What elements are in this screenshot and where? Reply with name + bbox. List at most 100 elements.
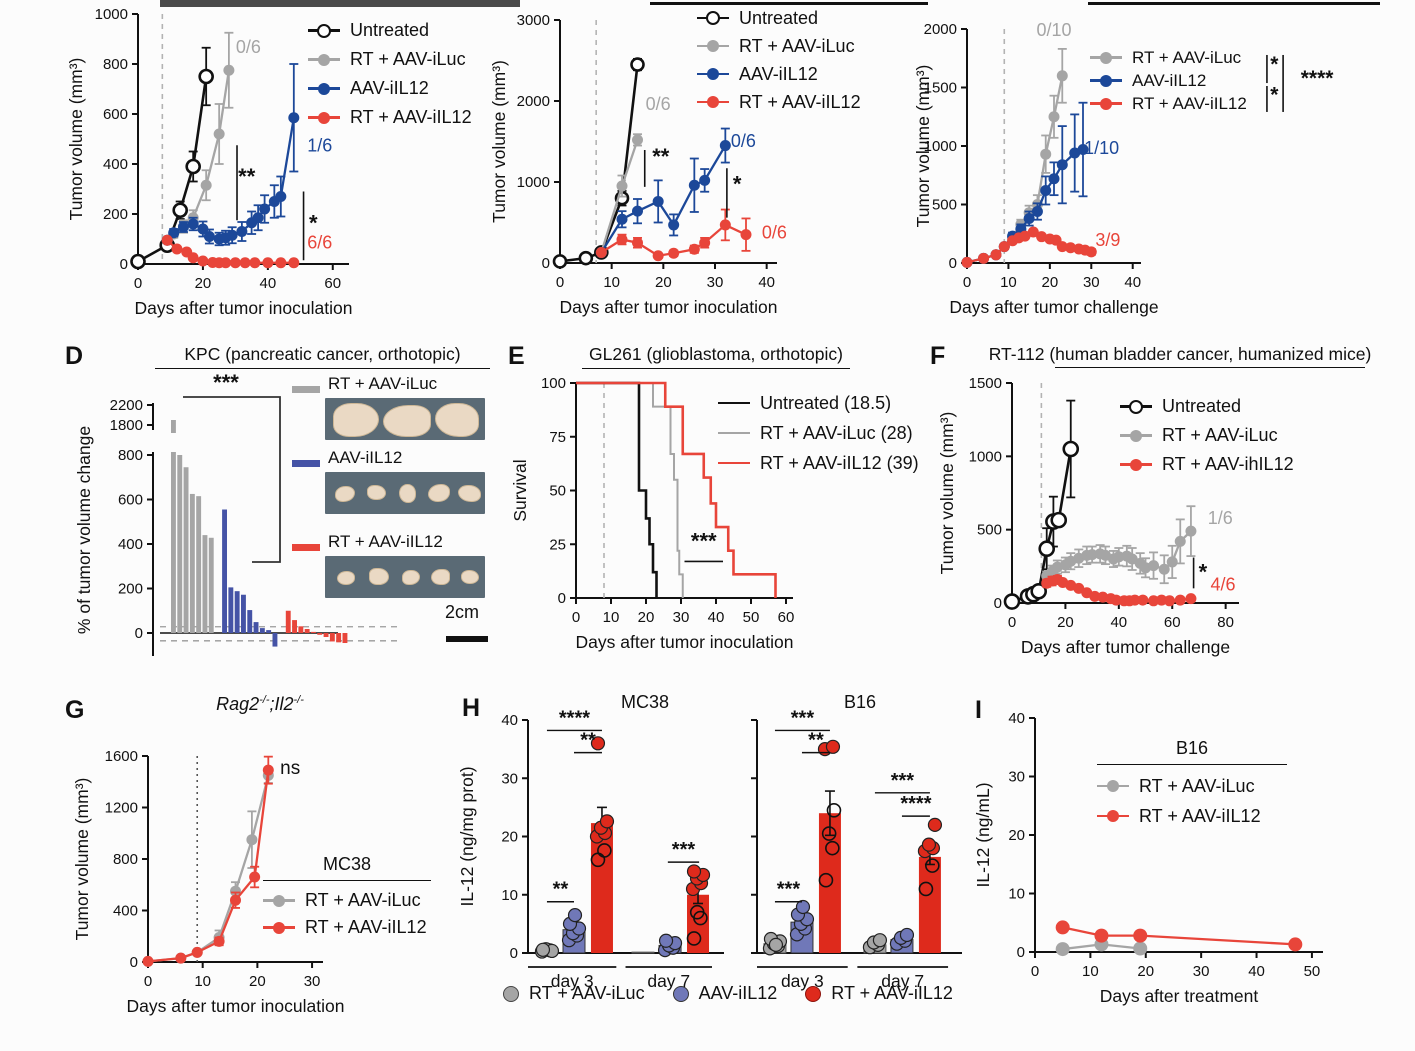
legend-item: RT + AAV-ihIL12 bbox=[1120, 450, 1294, 479]
title-gene-1: Rag2 bbox=[216, 694, 260, 714]
panel-tumor-growth-1: 0 200 400 600 800 1000 0 20 40 60 Days after tumor… bbox=[60, 0, 480, 335]
svg-text:*: * bbox=[1199, 560, 1208, 585]
svg-text:0/10: 0/10 bbox=[1036, 20, 1071, 40]
svg-text:Tumor volume (mm³): Tumor volume (mm³) bbox=[937, 412, 957, 575]
svg-text:2000: 2000 bbox=[924, 21, 957, 38]
svg-text:IL-12 (ng/mg prot): IL-12 (ng/mg prot) bbox=[457, 766, 477, 906]
svg-text:30: 30 bbox=[501, 770, 518, 787]
legend-label: RT + AAV-iLuc bbox=[328, 374, 438, 393]
svg-text:20: 20 bbox=[638, 609, 655, 626]
legend-item: RT + AAV-iLuc bbox=[263, 887, 431, 914]
svg-text:50: 50 bbox=[743, 609, 760, 626]
title-underlined: human bladder cancer, humanized mice bbox=[1055, 344, 1366, 368]
panel-letter-f: F bbox=[930, 342, 946, 370]
chart-title-mc38: MC38 bbox=[620, 692, 669, 712]
legend-title-b16: B16 bbox=[1097, 738, 1287, 765]
legend-item: RT + AAV-iIL12 bbox=[263, 914, 431, 941]
line-swatch bbox=[308, 82, 340, 95]
panel-rag2-il2: G Rag2-/-;Il2-/- 0 400 800 1200 1600 0 10 20 30 D… bbox=[60, 680, 460, 1051]
open-circle-marker bbox=[1129, 399, 1143, 414]
legend-item: Untreated bbox=[308, 16, 472, 45]
svg-text:20: 20 bbox=[249, 973, 266, 990]
line-swatch bbox=[1097, 780, 1129, 792]
legend-panel-b: Untreated RT + AAV-iLuc AAV-iIL12 RT + A… bbox=[697, 4, 861, 116]
panel-title-gl261: GL261 (glioblastoma, orthotopic) bbox=[582, 344, 850, 369]
svg-text:*: * bbox=[309, 210, 318, 235]
legend-item: RT + AAV-iLuc (28) bbox=[718, 418, 919, 448]
svg-text:1000: 1000 bbox=[517, 174, 550, 191]
legend-label: AAV-iIL12 bbox=[1132, 70, 1207, 90]
legend-item: Untreated bbox=[1120, 392, 1294, 421]
dot-marker bbox=[805, 985, 822, 1002]
svg-text:40: 40 bbox=[1248, 963, 1265, 980]
legend-label: RT + AAV-iIL12 bbox=[1139, 805, 1261, 826]
svg-text:20: 20 bbox=[655, 274, 672, 291]
legend-label: RT + AAV-iLuc bbox=[350, 49, 466, 69]
svg-text:1000: 1000 bbox=[969, 448, 1002, 465]
svg-text:800: 800 bbox=[118, 447, 143, 464]
tumor-photo-aav-iil12 bbox=[325, 472, 485, 514]
svg-text:Tumor volume (mm³): Tumor volume (mm³) bbox=[66, 58, 86, 221]
svg-text:0: 0 bbox=[963, 274, 971, 291]
panel-serum-il12: I 0 10 20 30 40 0 10 20 30 40 50 Days after treatme… bbox=[955, 680, 1415, 1051]
line-swatch bbox=[1090, 74, 1122, 87]
tumor-growth-chart-2: 0 1000 2000 3000 0 10 20 30 40 Days after tumor i… bbox=[489, 12, 787, 317]
legend-label: RT + AAV-iIL12 bbox=[305, 917, 427, 937]
svg-text:10: 10 bbox=[194, 973, 211, 990]
title-prefix: RT-112 ( bbox=[988, 344, 1056, 364]
legend-item: RT + AAV-iLuc bbox=[1097, 771, 1287, 801]
tumor-blob bbox=[461, 570, 479, 584]
title-sup-1: -/- bbox=[259, 694, 270, 706]
svg-text:day 7: day 7 bbox=[881, 971, 924, 991]
panel-letter-h: H bbox=[462, 694, 481, 722]
svg-text:Days after tumor inoculation: Days after tumor inoculation bbox=[560, 297, 778, 317]
legend-item: AAV-iIL12 bbox=[308, 74, 472, 103]
line-swatch bbox=[263, 921, 295, 934]
legend-label: AAV-iIL12 bbox=[350, 78, 429, 98]
panel-a-title-remnant bbox=[160, 0, 520, 7]
line-swatch bbox=[1120, 458, 1152, 471]
title-suffix: ) bbox=[1365, 344, 1372, 364]
line-swatch bbox=[718, 431, 750, 435]
circle-marker bbox=[1100, 51, 1112, 64]
circle-marker bbox=[273, 921, 285, 934]
svg-text:40: 40 bbox=[1008, 710, 1025, 727]
circle-marker bbox=[1107, 810, 1119, 822]
tumor-blob bbox=[431, 569, 450, 585]
tumor-photo-rt-aav-iluc bbox=[325, 398, 485, 440]
block-swatch-blue bbox=[292, 460, 320, 467]
open-circle-marker bbox=[317, 23, 331, 38]
svg-text:20: 20 bbox=[1042, 274, 1059, 291]
svg-text:1/6: 1/6 bbox=[307, 136, 332, 156]
legend-item: RT + AAV-iIL12 bbox=[697, 88, 861, 116]
panel-gl261-survival: E GL261 (glioblastoma, orthotopic) 0 25 50… bbox=[500, 340, 920, 680]
svg-text:40: 40 bbox=[1124, 274, 1141, 291]
legend-label: RT + AAV-iLuc bbox=[739, 35, 855, 56]
chart-title-b16: B16 bbox=[843, 692, 877, 712]
legend-label: AAV-iIL12 bbox=[698, 983, 778, 1003]
scale-bar bbox=[446, 636, 488, 642]
svg-text:600: 600 bbox=[118, 492, 143, 509]
line-swatch bbox=[697, 68, 729, 80]
circle-marker bbox=[1130, 458, 1142, 471]
legend-item: AAV-iIL12 bbox=[1090, 69, 1247, 92]
legend-label: RT + AAV-iIL12 bbox=[831, 983, 953, 1003]
panel-b-title-remnant bbox=[650, 2, 928, 5]
legend-title-mc38: MC38 bbox=[263, 854, 431, 881]
svg-text:2200: 2200 bbox=[110, 397, 143, 414]
svg-text:30: 30 bbox=[673, 609, 690, 626]
svg-text:0: 0 bbox=[949, 255, 957, 272]
svg-text:1000: 1000 bbox=[95, 6, 128, 23]
line-swatch bbox=[308, 23, 340, 38]
tumor-growth-chart-1: 0 200 400 600 800 1000 0 20 40 60 Days after tumor… bbox=[66, 6, 352, 318]
legend-item: RT + AAV-iIL12 (39) bbox=[718, 448, 919, 478]
circle-marker bbox=[318, 111, 330, 124]
svg-text:200: 200 bbox=[103, 206, 128, 223]
line-swatch bbox=[697, 96, 729, 108]
svg-text:400: 400 bbox=[103, 156, 128, 173]
il12-bars-b16: day 3 day 7*************** bbox=[751, 707, 962, 991]
dot-marker bbox=[503, 985, 519, 1002]
tumor-blob bbox=[435, 403, 479, 437]
circle-marker bbox=[1130, 429, 1142, 442]
tumor-blob bbox=[402, 570, 420, 585]
